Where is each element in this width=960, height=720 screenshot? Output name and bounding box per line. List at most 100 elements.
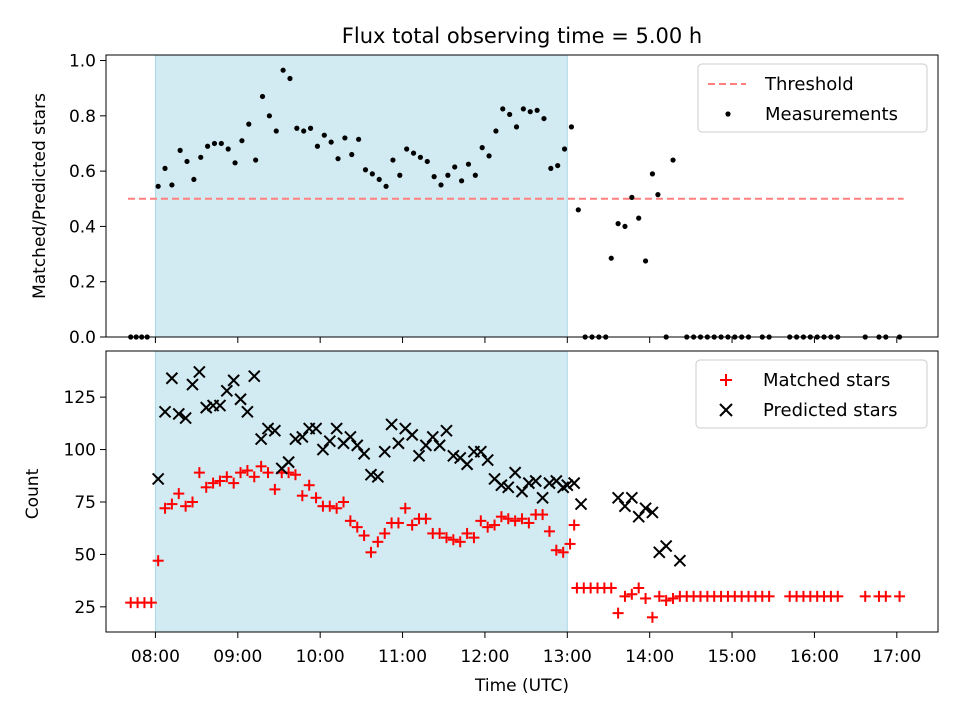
- measurements-legend-swatch: [725, 111, 731, 117]
- matched-star-point: [543, 525, 555, 537]
- predicted-star-point: [447, 449, 460, 463]
- measurement-point: [321, 132, 327, 138]
- predicted-star-point: [474, 445, 488, 458]
- predicted-star-point: [296, 430, 309, 444]
- measurement-point: [629, 194, 635, 200]
- measurement-point: [397, 172, 403, 178]
- matched-star-point: [482, 521, 494, 533]
- measurement-point: [452, 164, 458, 170]
- bottom-legend-box: [695, 359, 928, 429]
- predicted-star-point: [618, 499, 632, 513]
- predicted-star-point: [495, 479, 508, 492]
- measurement-point: [500, 106, 506, 112]
- x-tick-label: 11:00: [378, 647, 427, 667]
- predicted-star-point: [522, 476, 536, 490]
- measurement-point: [246, 121, 252, 127]
- measurement-point: [561, 146, 568, 152]
- matched-star-point: [186, 496, 198, 508]
- matched-star-point: [248, 471, 260, 483]
- matched-star-point: [509, 515, 521, 527]
- measurement-point: [513, 124, 520, 130]
- bottom-y-tick-label: 25: [74, 598, 96, 618]
- x-tick-label: 10:00: [296, 647, 345, 667]
- matched-star-point: [495, 511, 507, 523]
- measurement-point: [191, 176, 197, 183]
- predicted-star-point: [268, 424, 282, 437]
- measurement-point: [424, 158, 430, 165]
- measurement-point: [314, 143, 321, 149]
- matched-star-point: [633, 582, 645, 594]
- measurement-point: [383, 183, 389, 189]
- matched-star-point: [568, 519, 580, 531]
- x-axis-label: Time (UTC): [474, 676, 569, 696]
- top-y-tick-label: 0.2: [69, 273, 96, 293]
- matched-star-point: [145, 597, 157, 609]
- matched-star-point: [640, 592, 652, 604]
- predicted-star-point: [611, 491, 625, 504]
- measurement-point: [465, 161, 472, 167]
- measurement-point: [649, 171, 656, 177]
- predicted-star-point: [323, 434, 336, 448]
- x-tick-label: 16:00: [790, 647, 839, 667]
- top-y-tick-label: 0.6: [69, 162, 96, 182]
- measurement-point: [301, 128, 307, 134]
- bottom-legend: Matched stars Predicted stars: [695, 359, 928, 429]
- matched-star-point: [152, 555, 164, 567]
- measurement-point: [239, 138, 245, 144]
- matched-star-point: [344, 515, 356, 527]
- matched-star-point: [228, 477, 240, 489]
- bottom-axes-frame: [105, 350, 939, 633]
- x-tick-label: 13:00: [543, 647, 592, 667]
- measurement-point: [259, 93, 266, 100]
- matched-star-point: [351, 521, 363, 533]
- measurement-point: [273, 128, 279, 134]
- measurement-point: [287, 75, 293, 82]
- bottom-y-tick-label: 75: [74, 493, 96, 513]
- matched-star-point: [564, 538, 576, 550]
- predicted-star-point: [371, 470, 385, 484]
- measurement-point: [486, 153, 492, 159]
- measurement-point: [266, 113, 272, 119]
- measurement-point: [342, 135, 348, 141]
- top-y-tick-label: 0.8: [69, 107, 96, 127]
- measurement-point: [622, 223, 628, 230]
- predicted-star-point: [378, 445, 391, 458]
- predicted-star-point: [508, 466, 522, 479]
- predicted-star-point: [426, 430, 439, 444]
- top-panel: 0.0 0.2 0.4 0.6 0.8 1.0 Flux total observing …: [30, 24, 939, 348]
- measurement-point: [670, 157, 676, 163]
- predicted-star-point: [344, 430, 357, 444]
- measurement-point: [575, 207, 581, 213]
- measurement-point: [608, 255, 614, 261]
- matched-star-point: [166, 498, 178, 510]
- top-legend-box: [697, 63, 928, 133]
- top-axes-frame: [105, 54, 939, 338]
- predicted-legend-swatch: [719, 403, 733, 417]
- predicted-star-point: [248, 369, 261, 383]
- matched-star-point: [193, 467, 205, 479]
- matched-star-point: [832, 590, 844, 602]
- measurement-point: [335, 156, 341, 162]
- matched-star-point: [392, 517, 404, 529]
- matched-star-point: [241, 465, 253, 477]
- matched-star-point: [612, 607, 624, 619]
- measurement-point: [155, 183, 161, 189]
- predicted-star-point: [481, 453, 494, 467]
- predicted-star-point: [574, 497, 588, 511]
- matched-star-point: [338, 496, 350, 508]
- measurement-point: [507, 111, 513, 118]
- measurement-point: [527, 109, 533, 115]
- predicted-star-point: [179, 411, 192, 425]
- top-y-tick-label: 0.0: [69, 328, 96, 348]
- predicted-star-point: [529, 474, 542, 488]
- measurement-point: [410, 150, 417, 156]
- measurement-point: [548, 165, 554, 171]
- matched-star-point: [324, 500, 336, 512]
- predicted-star-point: [405, 428, 419, 442]
- x-tick-label: 15:00: [708, 647, 757, 667]
- predicted-star-point: [364, 468, 378, 481]
- measurement-point: [417, 154, 424, 160]
- predicted-star-point: [419, 439, 433, 452]
- x-tick-label: 17:00: [872, 647, 921, 667]
